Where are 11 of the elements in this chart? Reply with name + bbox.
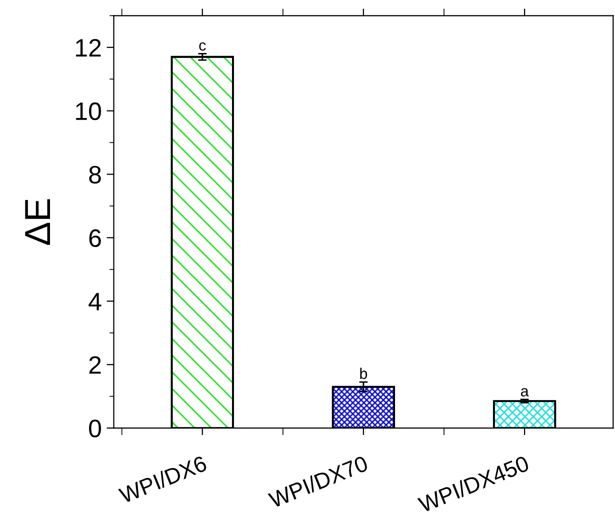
- y-tick-label: 12: [76, 38, 101, 56]
- y-axis-title: ΔE: [25, 199, 50, 245]
- y-tick-label: 4: [88, 293, 102, 310]
- y-tick-label: 2: [89, 356, 101, 374]
- annotation: a: [520, 388, 529, 396]
- y-tick-label: 6: [89, 229, 101, 248]
- y-tick-label: 8: [89, 166, 101, 184]
- y-tick-label: 10: [76, 102, 101, 120]
- annotation: b: [360, 368, 368, 380]
- y-tick-label: 0: [89, 420, 101, 438]
- annotation: c: [199, 42, 206, 51]
